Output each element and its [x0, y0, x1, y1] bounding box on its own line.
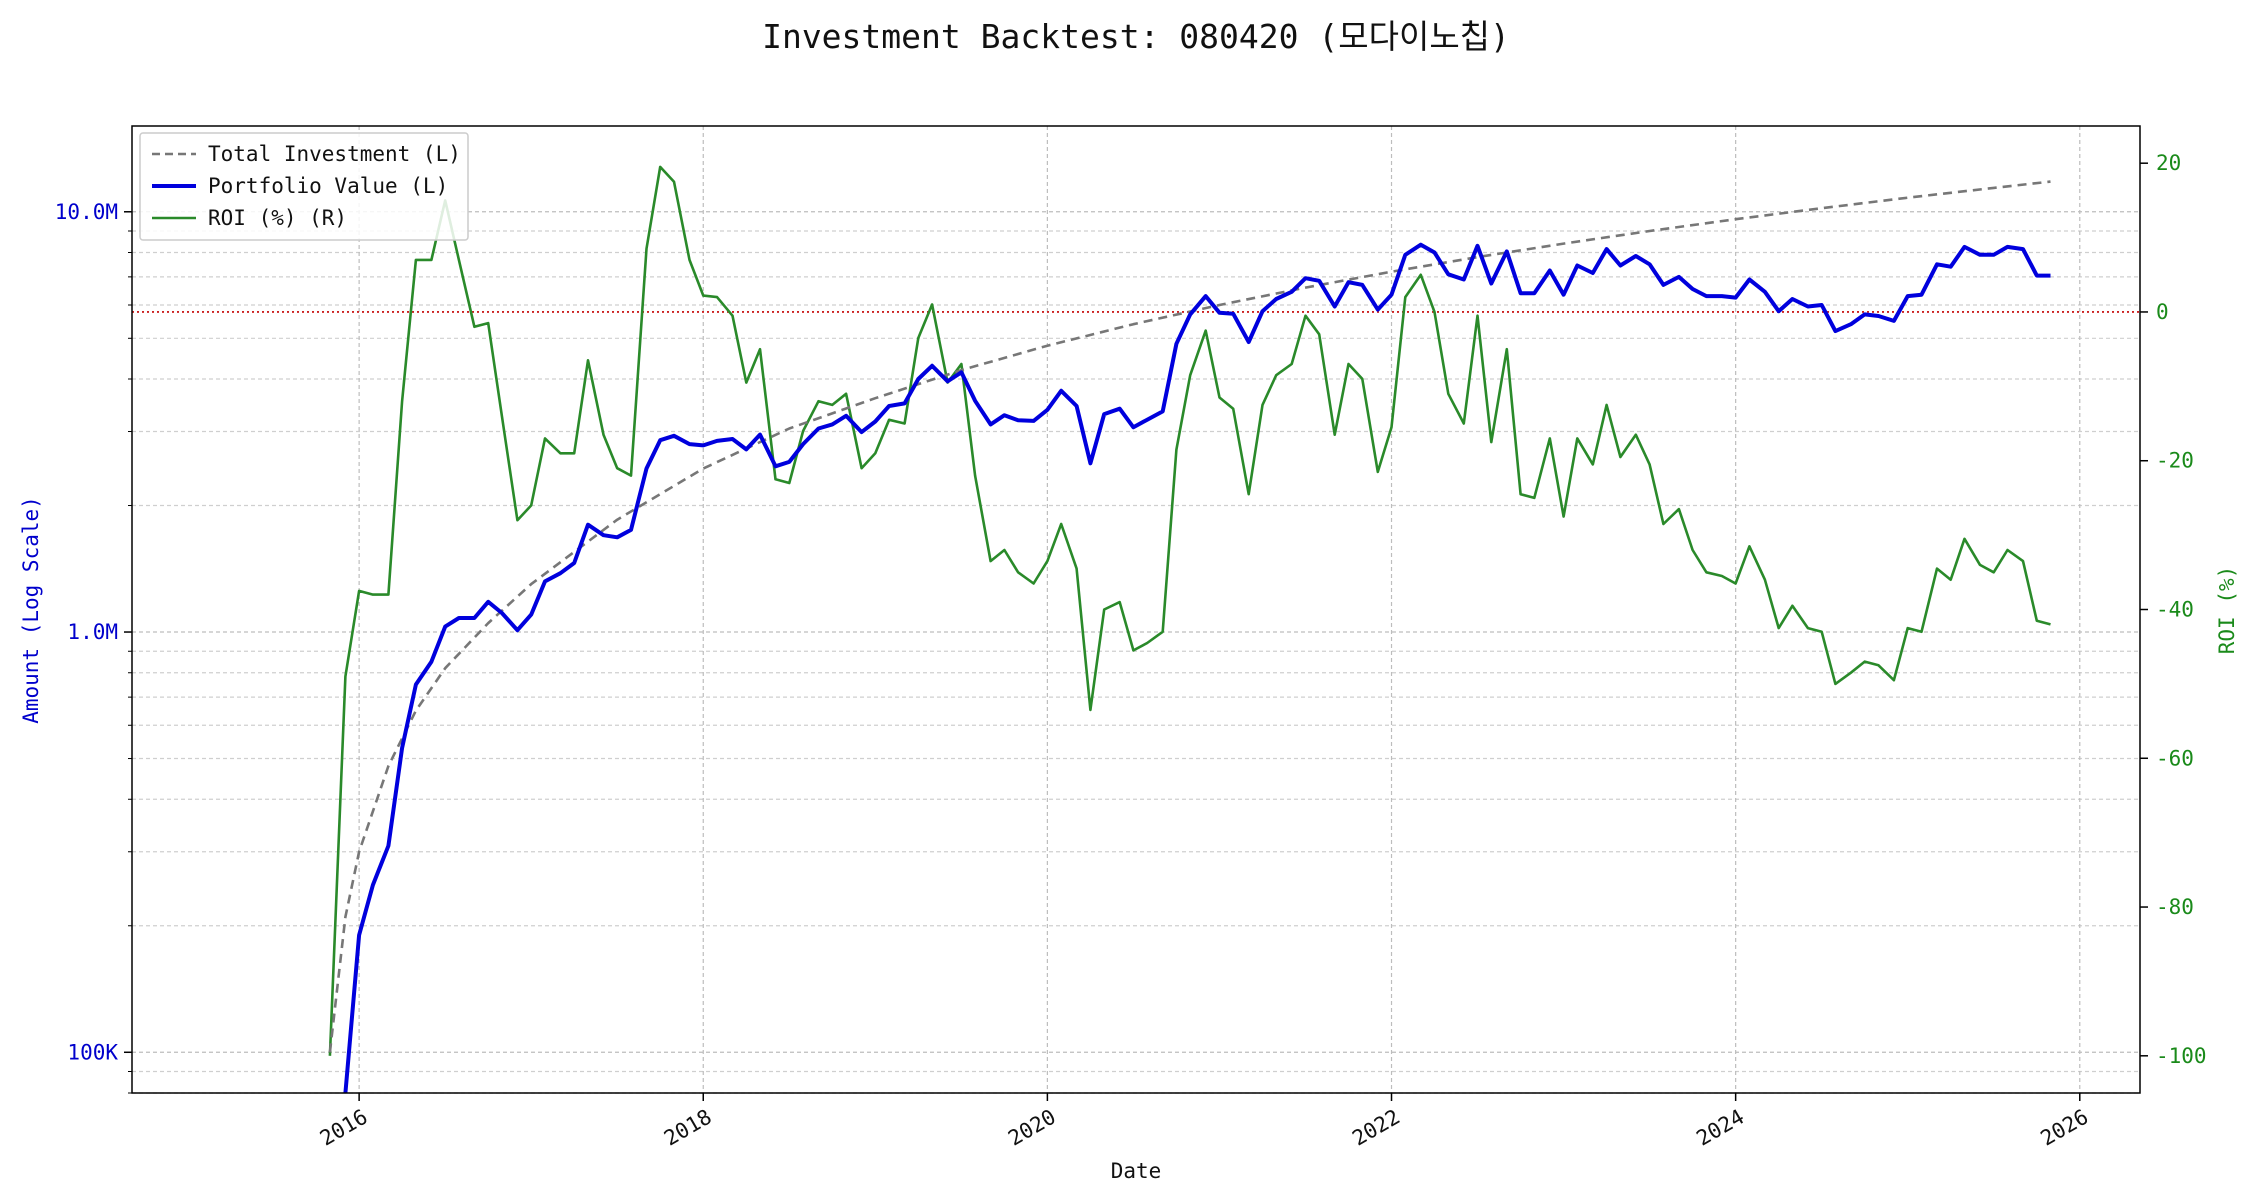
right-tick-label: -60 [2156, 746, 2194, 770]
left-axis-label: Amount (Log Scale) [19, 496, 43, 724]
portfolio-value-line [343, 242, 2051, 1093]
legend: Total Investment (L) Portfolio Value (L)… [139, 132, 469, 241]
roi-line [328, 165, 2051, 1056]
grid-lines [132, 126, 2140, 1094]
left-tick-label: 10.0M [55, 200, 118, 224]
right-tick-label: -80 [2156, 895, 2194, 919]
legend-label-portfolio-value: Portfolio Value (L) [208, 174, 448, 198]
series-layer [328, 165, 2051, 1093]
total-investment-line [328, 180, 2051, 1053]
right-tick-label: -100 [2156, 1044, 2207, 1068]
right-axis-ticks: 20 0 -20 -40 -60 -80 -100 [2140, 151, 2207, 1068]
right-tick-label: 0 [2156, 300, 2169, 324]
right-tick-label: -40 [2156, 598, 2194, 622]
legend-box [139, 132, 469, 241]
right-axis-label: ROI (%) [2215, 566, 2239, 655]
left-tick-label: 100K [67, 1040, 118, 1064]
legend-label-roi: ROI (%) (R) [208, 206, 347, 230]
x-axis-label: Date [1111, 1159, 1162, 1183]
right-tick-label: 20 [2156, 151, 2181, 175]
left-tick-label: 1.0M [67, 620, 118, 644]
chart-title: Investment Backtest: 080420 (모다이노칩) [762, 17, 1510, 56]
right-tick-label: -20 [2156, 449, 2194, 473]
legend-label-total-investment: Total Investment (L) [208, 142, 461, 166]
left-axis-ticks: 100K 1.0M 10.0M [55, 200, 132, 1094]
